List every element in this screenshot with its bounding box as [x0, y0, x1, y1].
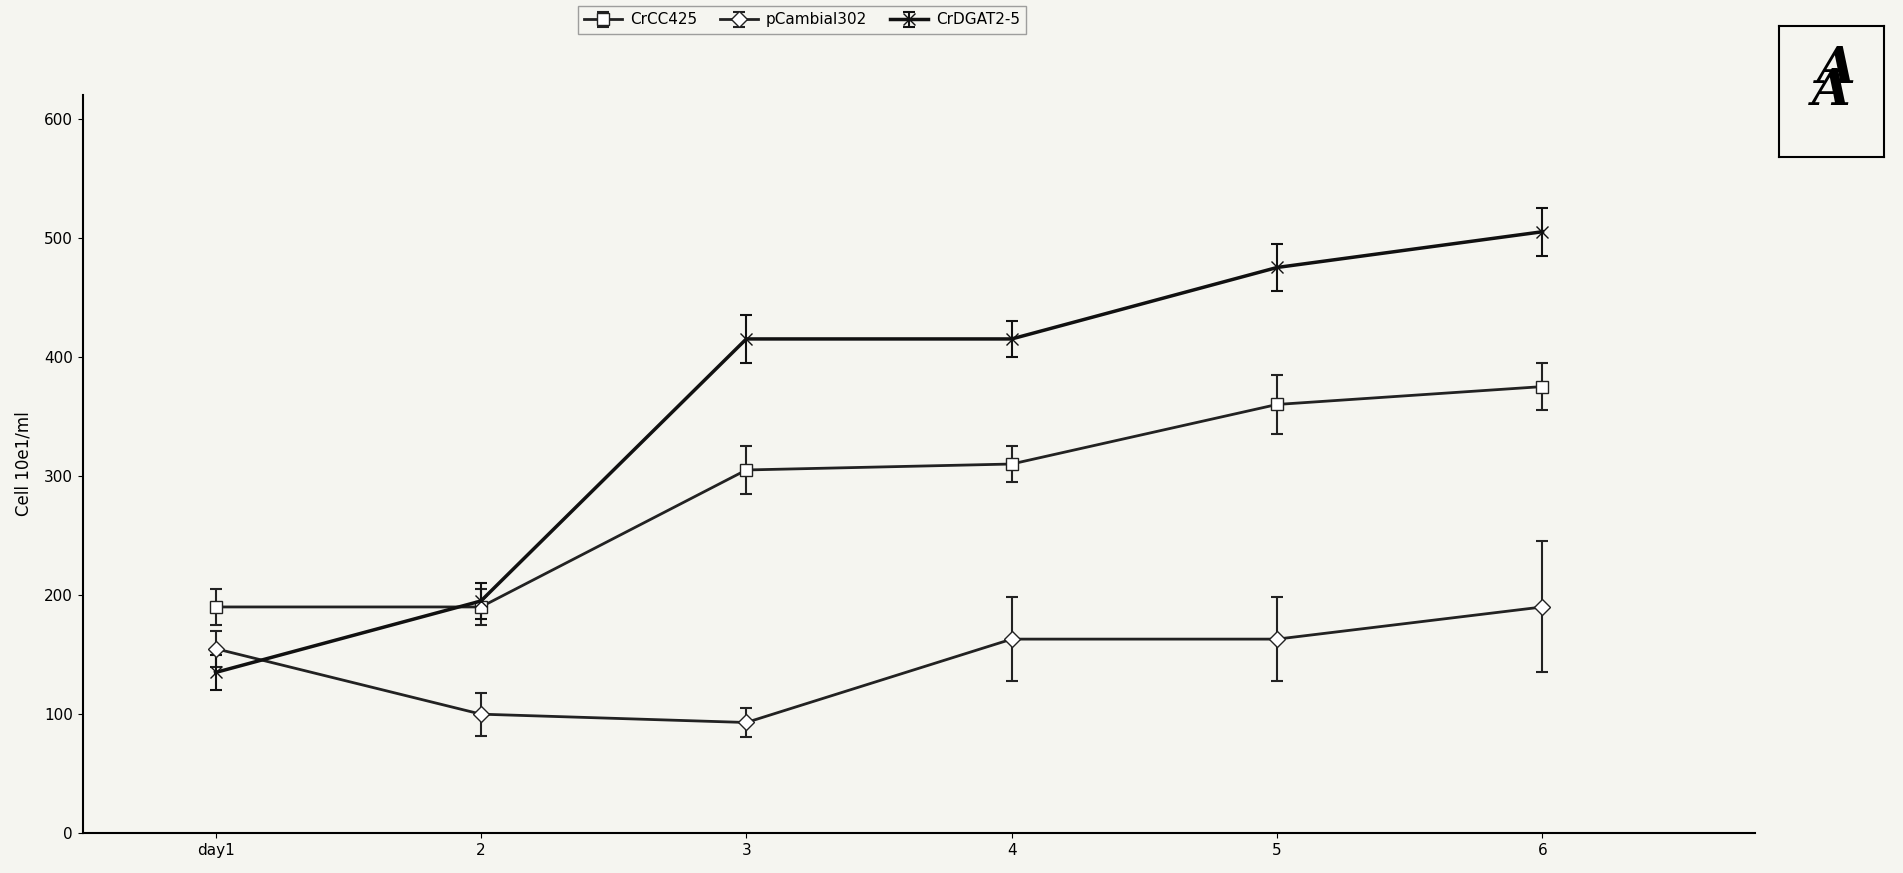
Legend: CrCC425, pCambial302, CrDGAT2-5: CrCC425, pCambial302, CrDGAT2-5 — [579, 6, 1026, 33]
Text: A: A — [1812, 67, 1852, 116]
Text: A: A — [1817, 45, 1855, 94]
Y-axis label: Cell 10e1/ml: Cell 10e1/ml — [15, 412, 32, 517]
